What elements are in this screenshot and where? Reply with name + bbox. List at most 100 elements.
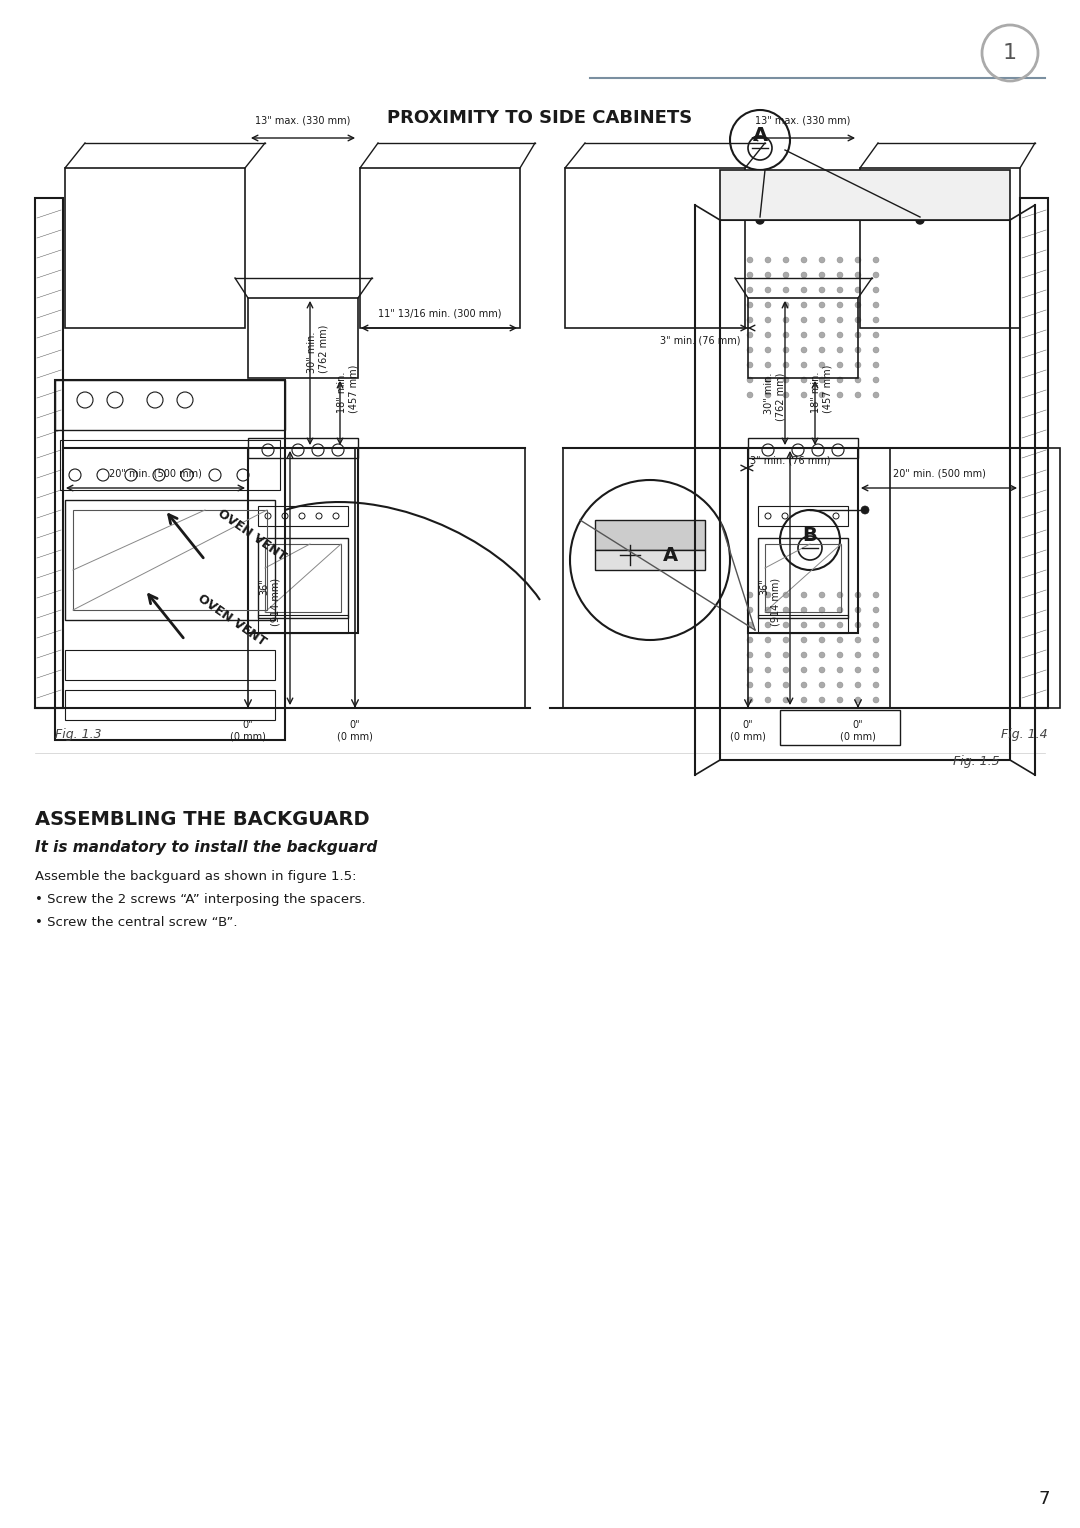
Bar xyxy=(780,711,900,746)
Circle shape xyxy=(819,607,825,613)
Circle shape xyxy=(855,393,861,397)
Text: • Screw the 2 screws “A” interposing the spacers.: • Screw the 2 screws “A” interposing the… xyxy=(35,892,366,906)
Circle shape xyxy=(783,622,789,628)
Bar xyxy=(765,544,841,613)
Circle shape xyxy=(873,652,879,659)
Bar xyxy=(860,168,1020,329)
Text: 13" max. (330 mm): 13" max. (330 mm) xyxy=(755,115,851,125)
Circle shape xyxy=(801,272,807,278)
Circle shape xyxy=(765,652,771,659)
Text: ASSEMBLING THE BACKGUARD: ASSEMBLING THE BACKGUARD xyxy=(35,810,369,830)
Circle shape xyxy=(855,347,861,353)
Text: 0"
(0 mm): 0" (0 mm) xyxy=(840,720,876,741)
Circle shape xyxy=(873,257,879,263)
Bar xyxy=(360,168,519,329)
Text: 11" 13/16 min. (300 mm): 11" 13/16 min. (300 mm) xyxy=(378,309,502,318)
Text: Fig. 1.5: Fig. 1.5 xyxy=(954,755,1000,769)
Bar xyxy=(758,614,848,633)
Circle shape xyxy=(873,316,879,322)
Text: It is mandatory to install the backguard: It is mandatory to install the backguard xyxy=(35,840,377,856)
Circle shape xyxy=(855,332,861,338)
Text: 20" min. (500 mm): 20" min. (500 mm) xyxy=(892,468,985,478)
Circle shape xyxy=(801,316,807,322)
Circle shape xyxy=(730,110,789,170)
Circle shape xyxy=(801,303,807,309)
Bar xyxy=(748,298,858,377)
Bar xyxy=(258,538,348,617)
Text: 0"
(0 mm): 0" (0 mm) xyxy=(337,720,373,741)
Circle shape xyxy=(747,332,753,338)
Circle shape xyxy=(855,377,861,384)
Text: Fig. 1.4: Fig. 1.4 xyxy=(1001,727,1048,741)
Circle shape xyxy=(837,393,843,397)
Text: 18" min.
(457 mm): 18" min. (457 mm) xyxy=(337,365,359,413)
Bar xyxy=(65,649,275,680)
Circle shape xyxy=(801,332,807,338)
Bar xyxy=(565,168,745,329)
Circle shape xyxy=(819,668,825,672)
Circle shape xyxy=(855,591,861,597)
Circle shape xyxy=(765,377,771,384)
Circle shape xyxy=(916,215,924,225)
Bar xyxy=(355,448,525,707)
Bar xyxy=(65,500,275,620)
Circle shape xyxy=(747,377,753,384)
Circle shape xyxy=(783,303,789,309)
Circle shape xyxy=(801,377,807,384)
Circle shape xyxy=(837,272,843,278)
Circle shape xyxy=(765,637,771,643)
Circle shape xyxy=(837,637,843,643)
Circle shape xyxy=(855,287,861,293)
Circle shape xyxy=(783,272,789,278)
Circle shape xyxy=(855,257,861,263)
Circle shape xyxy=(783,637,789,643)
Circle shape xyxy=(801,637,807,643)
Circle shape xyxy=(873,377,879,384)
Text: A: A xyxy=(662,545,677,564)
Circle shape xyxy=(801,668,807,672)
Circle shape xyxy=(783,591,789,597)
Bar xyxy=(65,168,245,329)
Circle shape xyxy=(855,637,861,643)
Text: 0"
(0 mm): 0" (0 mm) xyxy=(730,720,766,741)
Text: Fig. 1.3: Fig. 1.3 xyxy=(55,727,102,741)
Circle shape xyxy=(855,362,861,368)
Circle shape xyxy=(783,607,789,613)
Circle shape xyxy=(873,607,879,613)
Circle shape xyxy=(837,681,843,688)
Circle shape xyxy=(855,681,861,688)
Circle shape xyxy=(765,316,771,322)
Text: B: B xyxy=(802,526,818,544)
Circle shape xyxy=(819,681,825,688)
Circle shape xyxy=(765,257,771,263)
Circle shape xyxy=(873,622,879,628)
Bar xyxy=(60,440,280,490)
Circle shape xyxy=(855,272,861,278)
Circle shape xyxy=(756,215,764,225)
Text: 1: 1 xyxy=(1003,43,1017,63)
Circle shape xyxy=(765,622,771,628)
Text: 3" min. (76 mm): 3" min. (76 mm) xyxy=(750,455,831,465)
Circle shape xyxy=(765,347,771,353)
Circle shape xyxy=(861,506,869,513)
Circle shape xyxy=(873,591,879,597)
Bar xyxy=(758,538,848,617)
Bar xyxy=(248,298,357,377)
Circle shape xyxy=(801,362,807,368)
Circle shape xyxy=(765,607,771,613)
Bar xyxy=(563,448,748,707)
Circle shape xyxy=(765,332,771,338)
Circle shape xyxy=(837,303,843,309)
Bar xyxy=(63,448,248,707)
Circle shape xyxy=(783,332,789,338)
Text: 36"
(914 mm): 36" (914 mm) xyxy=(259,578,281,626)
Circle shape xyxy=(837,607,843,613)
Bar xyxy=(890,448,1059,707)
Circle shape xyxy=(837,697,843,703)
Circle shape xyxy=(837,622,843,628)
Circle shape xyxy=(837,316,843,322)
Bar xyxy=(73,510,267,610)
Text: 13" max. (330 mm): 13" max. (330 mm) xyxy=(255,115,351,125)
Bar xyxy=(748,439,858,458)
Circle shape xyxy=(783,316,789,322)
